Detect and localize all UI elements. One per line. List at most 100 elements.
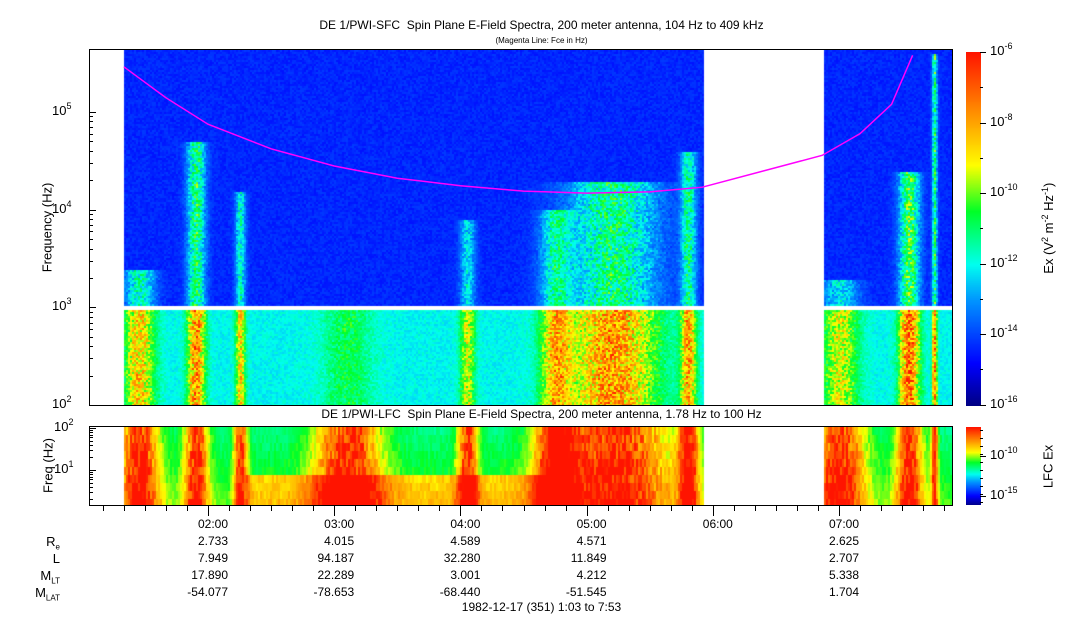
x-minor-tick	[250, 506, 252, 511]
lfc-spectrogram	[90, 427, 952, 505]
colorbar-tick-label-base: 10	[990, 113, 1005, 129]
ephemeris-value: 2.707	[828, 551, 859, 565]
ephemeris-label: MLAT	[0, 585, 60, 603]
ephemeris-value: 2.625	[828, 534, 859, 548]
x-minor-tick	[418, 506, 420, 511]
y-minor-tick	[89, 358, 93, 360]
x-tick-label: 03:00	[324, 517, 355, 531]
x-major-tick	[839, 506, 840, 516]
x-minor-tick	[754, 506, 756, 511]
time-range-footer: 1982-12-17 (351) 1:03 to 7:53	[461, 600, 622, 614]
y-minor-tick	[89, 322, 93, 324]
x-minor-tick	[144, 506, 146, 511]
x-minor-tick	[229, 506, 231, 511]
colorbar-minor-tick	[980, 486, 983, 487]
y-minor-tick	[89, 479, 93, 481]
x-minor-tick	[544, 506, 546, 511]
x-minor-tick	[123, 506, 125, 511]
y-minor-tick	[89, 260, 93, 262]
fce-line-layer	[123, 55, 914, 194]
ephemeris-value: 1.704	[828, 585, 859, 599]
y-minor-tick	[89, 336, 93, 338]
ephemeris-value: 3.001	[450, 568, 481, 582]
x-tick-label: 06:00	[702, 517, 733, 531]
colorbar-minor-tick	[980, 298, 983, 300]
y-minor-tick	[89, 248, 93, 250]
x-minor-tick	[860, 506, 862, 511]
x-minor-tick	[565, 506, 567, 511]
colorbar-tick-label-base: 10	[990, 487, 1005, 502]
y-minor-tick	[89, 471, 93, 473]
colorbar-tick-label-base: 10	[990, 325, 1005, 341]
ephemeris-value: 32.280	[443, 551, 481, 565]
y-tick-label-base: 10	[52, 298, 67, 314]
colorbar-tick-label: 10-16	[990, 394, 1018, 412]
ephemeris-value: 2.733	[197, 534, 228, 548]
x-minor-tick	[923, 506, 925, 511]
x-minor-tick	[165, 506, 167, 511]
x-minor-tick	[902, 506, 904, 511]
y-minor-tick	[89, 141, 93, 143]
colorbar-tick	[980, 496, 986, 497]
y-minor-tick	[89, 434, 93, 436]
y-minor-tick	[89, 432, 93, 434]
colorbar-minor-tick	[980, 369, 983, 371]
colorbar-minor-tick	[980, 438, 983, 439]
x-minor-tick	[376, 506, 378, 511]
x-minor-tick	[670, 506, 672, 511]
ephemeris-value: -78.653	[313, 585, 355, 599]
colorbar-minor-tick	[980, 446, 983, 447]
colorbar-tick-label: 10-12	[990, 253, 1017, 270]
x-minor-tick	[502, 506, 504, 511]
ephemeris-value: -54.077	[187, 585, 228, 599]
colorbar-tick-label-base: 10	[990, 184, 1005, 200]
x-minor-tick	[439, 506, 441, 511]
label-main: M	[35, 585, 46, 600]
colorbar-tick-label: 10-8	[990, 112, 1012, 129]
y-minor-tick	[89, 329, 93, 331]
ephemeris-value: -51.545	[565, 585, 607, 599]
x-major-tick	[460, 506, 462, 516]
x-minor-tick	[607, 506, 609, 511]
label-main: M	[40, 568, 52, 583]
y-minor-tick	[89, 444, 93, 446]
y-major-tick	[89, 209, 96, 211]
colorbar-tick	[980, 405, 986, 406]
y-tick-label: 103	[52, 297, 71, 314]
ephemeris-value: 11.849	[570, 551, 607, 565]
label-sub: LT	[51, 576, 60, 586]
colorbar-tick-label-base: 10	[990, 254, 1005, 270]
y-minor-tick	[89, 127, 93, 129]
x-minor-tick	[944, 506, 946, 511]
label-sub: e	[55, 542, 60, 552]
ephemeris-label: MLT	[0, 568, 60, 586]
sfc-spectrogram	[90, 50, 952, 405]
colorbar-tick-label: 10-10	[990, 446, 1017, 463]
y-minor-tick	[89, 219, 93, 221]
x-tick-label: 07:00	[828, 517, 859, 531]
y-major-tick	[89, 405, 96, 407]
y-minor-tick	[89, 346, 93, 348]
colorbar-minor-tick	[980, 470, 983, 471]
colorbar-tick	[980, 334, 986, 336]
ephemeris-value: 4.589	[450, 534, 481, 548]
y-tick-label-exp: 1	[68, 459, 74, 469]
colorbar-tick	[980, 263, 986, 265]
colorbar-tick-label-exp: -16	[1004, 394, 1018, 404]
colorbar-tick-label: 10-10	[990, 182, 1018, 200]
lfc-colorbar-label: LFC Ex	[1040, 444, 1056, 489]
lower-panel-title: DE 1/PWI-LFC Spin Plane E-Field Spectra,…	[321, 407, 762, 421]
colorbar-minor-tick	[980, 87, 983, 88]
y-minor-tick	[89, 375, 93, 377]
x-minor-tick	[817, 506, 819, 511]
y-tick-label-exp: 2	[68, 417, 74, 427]
y-minor-tick	[89, 437, 93, 439]
y-minor-tick	[89, 449, 93, 451]
y-minor-tick	[89, 121, 93, 123]
x-minor-tick	[355, 506, 357, 511]
ephemeris-label: L	[0, 551, 60, 569]
colorbar-tick-label-exp: -10	[1004, 182, 1018, 193]
y-minor-tick	[89, 214, 93, 216]
y-minor-tick	[89, 311, 93, 313]
